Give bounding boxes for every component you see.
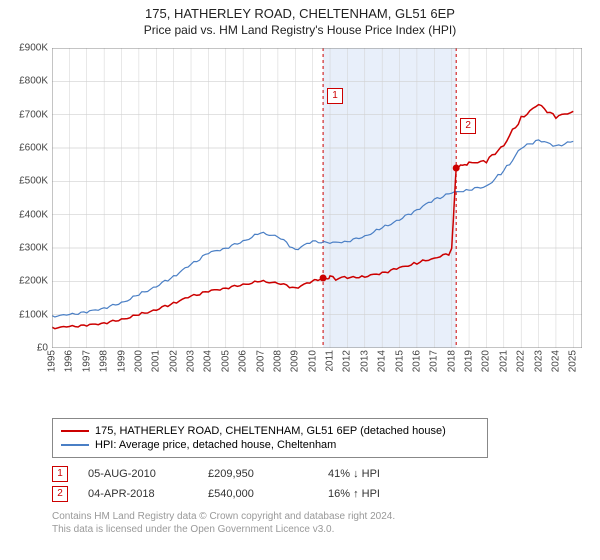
- transaction-diff: 16% ↑ HPI: [328, 488, 428, 500]
- footer-attribution: Contains HM Land Registry data © Crown c…: [52, 510, 395, 536]
- y-tick-label: £0: [0, 343, 48, 354]
- x-tick-label: 2000: [133, 350, 144, 372]
- legend-item: HPI: Average price, detached house, Chel…: [61, 439, 479, 451]
- y-tick-label: £500K: [0, 176, 48, 187]
- transaction-price: £209,950: [208, 468, 308, 480]
- x-tick-label: 2007: [255, 350, 266, 372]
- x-tick-label: 2022: [516, 350, 527, 372]
- y-tick-label: £200K: [0, 276, 48, 287]
- x-tick-label: 2002: [168, 350, 179, 372]
- legend-label: 175, HATHERLEY ROAD, CHELTENHAM, GL51 6E…: [95, 425, 446, 437]
- x-tick-label: 1998: [99, 350, 110, 372]
- x-tick-label: 1997: [81, 350, 92, 372]
- marker-badge-2: 2: [460, 118, 476, 134]
- transactions-table: 1 05-AUG-2010 £209,950 41% ↓ HPI 2 04-APR-201…: [52, 462, 428, 506]
- y-tick-label: £600K: [0, 143, 48, 154]
- x-tick-label: 2003: [186, 350, 197, 372]
- plot-region: £0£100K£200K£300K£400K£500K£600K£700K£80…: [52, 48, 582, 348]
- x-tick-label: 2001: [151, 350, 162, 372]
- legend-item: 175, HATHERLEY ROAD, CHELTENHAM, GL51 6E…: [61, 425, 479, 437]
- legend-swatch: [61, 430, 89, 432]
- x-tick-label: 2023: [533, 350, 544, 372]
- y-tick-label: £100K: [0, 309, 48, 320]
- x-tick-label: 2021: [498, 350, 509, 372]
- legend-swatch: [61, 444, 89, 446]
- transaction-row: 1 05-AUG-2010 £209,950 41% ↓ HPI: [52, 466, 428, 482]
- x-tick-label: 2012: [342, 350, 353, 372]
- x-tick-label: 2017: [429, 350, 440, 372]
- transaction-price: £540,000: [208, 488, 308, 500]
- x-tick-label: 1999: [116, 350, 127, 372]
- transaction-badge: 2: [52, 486, 68, 502]
- transaction-date: 04-APR-2018: [88, 488, 188, 500]
- x-tick-label: 2006: [238, 350, 249, 372]
- chart-subtitle: Price paid vs. HM Land Registry's House …: [0, 23, 600, 37]
- y-tick-label: £700K: [0, 109, 48, 120]
- chart-title: 175, HATHERLEY ROAD, CHELTENHAM, GL51 6E…: [0, 6, 600, 21]
- legend-label: HPI: Average price, detached house, Chel…: [95, 439, 336, 451]
- transaction-badge: 1: [52, 466, 68, 482]
- title-block: 175, HATHERLEY ROAD, CHELTENHAM, GL51 6E…: [0, 0, 600, 37]
- x-tick-label: 2013: [359, 350, 370, 372]
- x-tick-label: 2011: [325, 350, 336, 372]
- y-tick-label: £400K: [0, 209, 48, 220]
- marker-badge-1: 1: [327, 88, 343, 104]
- x-tick-label: 1996: [64, 350, 75, 372]
- x-tick-label: 2005: [220, 350, 231, 372]
- y-tick-label: £300K: [0, 243, 48, 254]
- x-tick-label: 2009: [290, 350, 301, 372]
- transaction-diff: 41% ↓ HPI: [328, 468, 428, 480]
- x-tick-label: 2008: [272, 350, 283, 372]
- legend: 175, HATHERLEY ROAD, CHELTENHAM, GL51 6E…: [52, 418, 488, 458]
- x-tick-label: 2020: [481, 350, 492, 372]
- x-tick-label: 2014: [377, 350, 388, 372]
- y-tick-label: £800K: [0, 76, 48, 87]
- x-tick-label: 2025: [568, 350, 579, 372]
- x-tick-label: 2010: [307, 350, 318, 372]
- transaction-row: 2 04-APR-2018 £540,000 16% ↑ HPI: [52, 486, 428, 502]
- footer-line-1: Contains HM Land Registry data © Crown c…: [52, 510, 395, 523]
- footer-line-2: This data is licensed under the Open Gov…: [52, 523, 395, 536]
- x-tick-label: 2016: [411, 350, 422, 372]
- y-tick-label: £900K: [0, 43, 48, 54]
- x-tick-label: 2024: [550, 350, 561, 372]
- x-tick-label: 2015: [394, 350, 405, 372]
- x-tick-label: 2019: [464, 350, 475, 372]
- chart-svg: [52, 48, 582, 348]
- x-tick-label: 2018: [446, 350, 457, 372]
- transaction-date: 05-AUG-2010: [88, 468, 188, 480]
- x-tick-label: 2004: [203, 350, 214, 372]
- x-tick-label: 1995: [47, 350, 58, 372]
- chart-area: £0£100K£200K£300K£400K£500K£600K£700K£80…: [52, 48, 582, 378]
